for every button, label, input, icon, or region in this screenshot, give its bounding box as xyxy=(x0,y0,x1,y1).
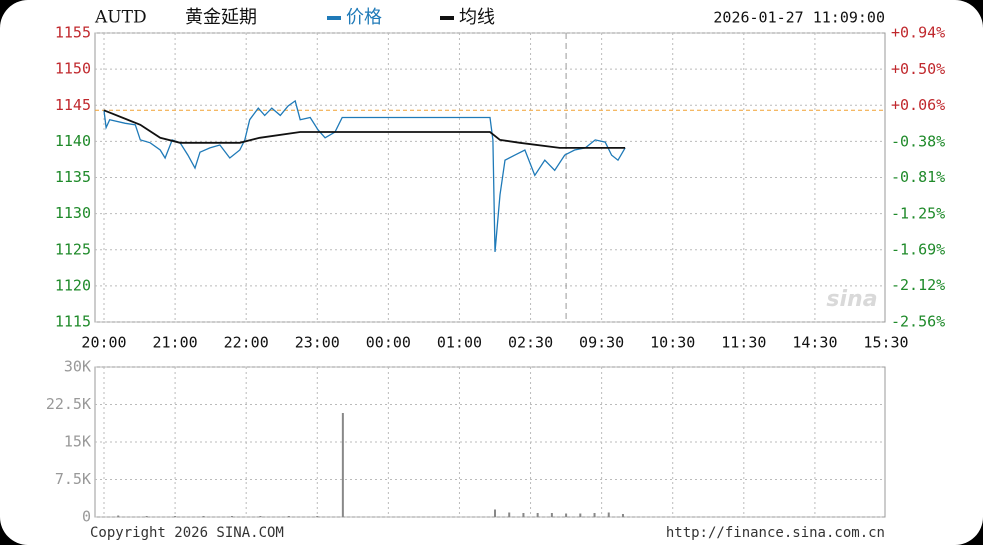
y2-tick-label: +0.50% xyxy=(891,60,945,78)
x-tick-label: 23:00 xyxy=(295,334,340,352)
volume-bar xyxy=(607,512,610,517)
volume-bar xyxy=(621,514,624,517)
y-tick-label: 1120 xyxy=(55,276,91,294)
volume-bar xyxy=(174,516,177,517)
x-tick-label: 20:00 xyxy=(81,334,126,352)
x-tick-label: 11:30 xyxy=(721,334,766,352)
footer-copyright: Copyright 2026 SINA.COM xyxy=(90,525,284,541)
title: 黄金延期 xyxy=(185,7,257,28)
x-tick-label: 00:00 xyxy=(366,334,411,352)
footer-url: http://finance.sina.com.cn xyxy=(666,525,885,541)
x-tick-label: 10:30 xyxy=(650,334,695,352)
y2-tick-label: +0.94% xyxy=(891,24,945,42)
y-tick-label: 1150 xyxy=(55,60,91,78)
y2-tick-label: -0.38% xyxy=(891,132,945,150)
volume-bar xyxy=(202,516,205,517)
y-tick-label: 0 xyxy=(82,508,91,526)
x-tick-label: 02:30 xyxy=(508,334,553,352)
volume-bar xyxy=(259,516,262,517)
legend-swatch xyxy=(440,16,454,20)
y-tick-label: 1125 xyxy=(55,240,91,258)
y-tick-label: 30K xyxy=(64,358,91,376)
volume-bar xyxy=(565,513,568,517)
volume-bar xyxy=(494,509,496,517)
y2-tick-label: +0.06% xyxy=(891,96,945,114)
x-tick-label: 22:00 xyxy=(224,334,269,352)
y-tick-label: 1140 xyxy=(55,132,91,150)
y-tick-label: 1145 xyxy=(55,96,91,114)
series-line xyxy=(103,109,626,149)
y-tick-label: 15K xyxy=(64,433,91,451)
x-tick-label: 09:30 xyxy=(579,334,624,352)
volume-bar xyxy=(341,413,344,517)
x-tick-label: 14:30 xyxy=(792,334,837,352)
legend-label: 价格 xyxy=(346,7,382,28)
symbol: AUTD xyxy=(94,8,147,28)
y2-tick-label: -1.69% xyxy=(891,241,945,259)
watermark: sina xyxy=(826,287,877,312)
y2-tick-label: -2.56% xyxy=(891,313,945,331)
volume-bar xyxy=(316,516,319,517)
x-tick-label: 15:30 xyxy=(863,334,908,352)
volume-bar xyxy=(536,513,539,517)
y2-tick-label: -1.25% xyxy=(891,204,945,222)
x-tick-label: 21:00 xyxy=(153,334,198,352)
volume-bar xyxy=(230,516,233,517)
y-tick-label: 22.5K xyxy=(46,395,91,413)
volume-bar xyxy=(550,513,553,517)
y-tick-label: 7.5K xyxy=(55,470,91,488)
volume-bar xyxy=(579,513,582,517)
volume-bar xyxy=(145,516,148,517)
volume-bar xyxy=(287,516,290,517)
y-tick-label: 1115 xyxy=(55,313,91,331)
volume-bar xyxy=(508,512,511,517)
x-tick-label: 01:00 xyxy=(437,334,482,352)
y2-tick-label: -2.12% xyxy=(891,276,945,294)
y-tick-label: 1155 xyxy=(55,24,91,42)
legend-label: 均线 xyxy=(459,7,495,28)
volume-bar xyxy=(117,515,120,517)
legend-swatch xyxy=(327,16,341,20)
y-tick-label: 1130 xyxy=(55,204,91,222)
y-tick-label: 1135 xyxy=(55,168,91,186)
y2-tick-label: -0.81% xyxy=(891,168,945,186)
volume-bar xyxy=(593,513,596,517)
volume-bar xyxy=(522,513,525,517)
series-line xyxy=(103,99,626,252)
timestamp: 2026-01-27 11:09:00 xyxy=(713,9,885,27)
